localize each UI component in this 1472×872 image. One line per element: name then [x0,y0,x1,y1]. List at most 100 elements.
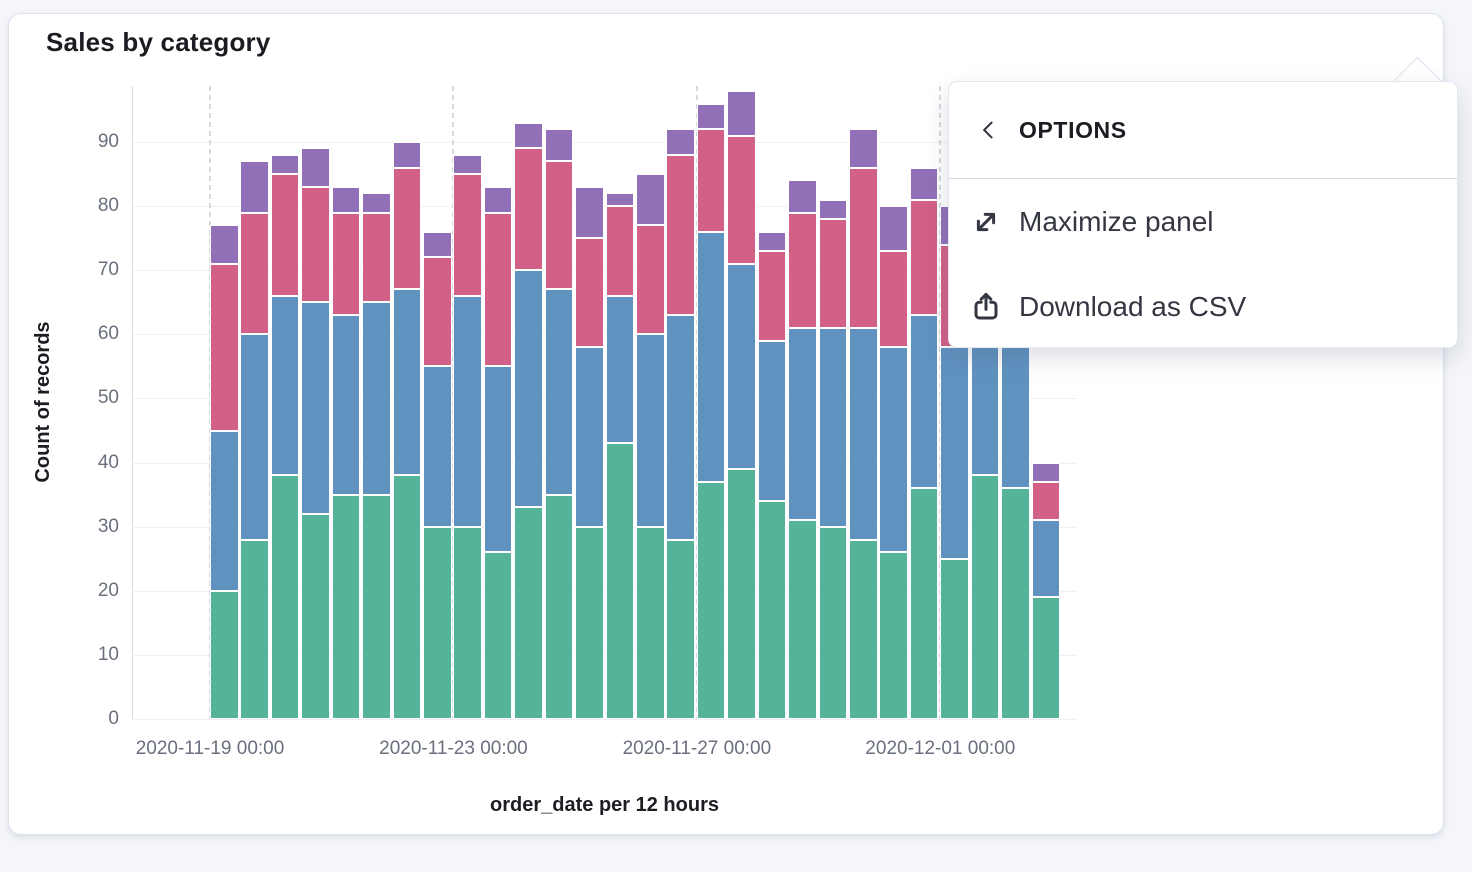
bar-segment-pink-series[interactable] [544,161,574,290]
bar-segment-purple-series[interactable] [818,199,848,219]
bar-segment-purple-series[interactable] [757,231,787,251]
bar-segment-blue-series[interactable] [362,302,391,495]
bar-segment-blue-series[interactable] [575,347,604,527]
bar-segment-pink-series[interactable] [757,251,787,341]
bar-segment-green-series[interactable] [514,507,543,719]
bar-segment-pink-series[interactable] [453,174,482,296]
bar-segment-purple-series[interactable] [696,103,726,130]
bar-segment-green-series[interactable] [240,539,269,719]
bar-segment-blue-series[interactable] [636,334,665,527]
bar-segment-purple-series[interactable] [879,206,908,251]
bar-segment-blue-series[interactable] [544,289,574,495]
bar-segment-blue-series[interactable] [1031,520,1061,598]
bar-segment-purple-series[interactable] [727,90,756,136]
bar-segment-pink-series[interactable] [696,129,726,232]
bar-segment-pink-series[interactable] [727,135,756,264]
bar-segment-blue-series[interactable] [757,340,787,502]
bar-segment-blue-series[interactable] [940,347,969,559]
bar-segment-pink-series[interactable] [210,263,239,431]
bar-segment-purple-series[interactable] [636,174,665,226]
bar-segment-green-series[interactable] [818,526,848,719]
bar-segment-purple-series[interactable] [270,154,300,175]
bar-segment-green-series[interactable] [636,526,665,719]
bar-segment-blue-series[interactable] [210,430,239,591]
bar-segment-blue-series[interactable] [301,302,330,514]
bar-segment-blue-series[interactable] [1001,334,1030,489]
bar-segment-blue-series[interactable] [909,315,939,489]
bar-segment-green-series[interactable] [666,539,695,719]
bar-segment-purple-series[interactable] [453,154,482,175]
chevron-left-icon[interactable] [977,119,999,141]
bar-segment-purple-series[interactable] [240,161,269,213]
bar-segment-green-series[interactable] [1031,597,1061,719]
bar-segment-pink-series[interactable] [636,225,665,335]
menu-item-maximize-panel[interactable]: Maximize panel [949,179,1457,264]
bar-segment-pink-series[interactable] [605,206,635,296]
bar-segment-blue-series[interactable] [788,327,817,521]
bar-segment-pink-series[interactable] [849,167,878,328]
bar-segment-green-series[interactable] [423,526,452,719]
bar-segment-purple-series[interactable] [514,122,543,149]
bar-segment-purple-series[interactable] [423,231,452,258]
bar-segment-blue-series[interactable] [392,289,422,476]
bar-segment-blue-series[interactable] [270,295,300,476]
bar-segment-green-series[interactable] [483,552,513,719]
bar-segment-green-series[interactable] [605,443,635,719]
bar-segment-pink-series[interactable] [879,251,908,348]
bar-segment-pink-series[interactable] [909,199,939,316]
bar-segment-pink-series[interactable] [331,212,361,316]
bar-segment-pink-series[interactable] [483,212,513,367]
bar-segment-purple-series[interactable] [483,186,513,213]
bar-segment-blue-series[interactable] [605,295,635,444]
bar-segment-blue-series[interactable] [240,334,269,540]
bar-segment-blue-series[interactable] [423,366,452,527]
bar-segment-blue-series[interactable] [727,263,756,469]
bar-segment-green-series[interactable] [879,552,908,719]
bar-segment-pink-series[interactable] [392,167,422,290]
bar-segment-pink-series[interactable] [575,238,604,348]
bar-segment-pink-series[interactable] [666,154,695,316]
bar-segment-pink-series[interactable] [818,218,848,328]
bar-segment-pink-series[interactable] [788,212,817,328]
bar-segment-purple-series[interactable] [909,167,939,200]
bar-segment-blue-series[interactable] [818,327,848,527]
bar-segment-green-series[interactable] [575,526,604,719]
bar-segment-green-series[interactable] [757,501,787,719]
bar-segment-pink-series[interactable] [240,212,269,335]
bar-segment-blue-series[interactable] [514,270,543,508]
bar-segment-pink-series[interactable] [1031,481,1061,521]
bar-segment-purple-series[interactable] [1031,462,1061,482]
bar-segment-purple-series[interactable] [301,148,330,187]
bar-segment-purple-series[interactable] [544,129,574,162]
bar-segment-purple-series[interactable] [788,180,817,213]
menu-item-download-csv[interactable]: Download as CSV [949,264,1457,349]
bar-segment-purple-series[interactable] [331,186,361,213]
bar-segment-pink-series[interactable] [362,212,391,303]
bar-segment-green-series[interactable] [940,558,969,719]
bar-segment-green-series[interactable] [544,494,574,719]
bar-segment-pink-series[interactable] [270,174,300,296]
bar-segment-blue-series[interactable] [879,347,908,553]
bar-segment-green-series[interactable] [727,468,756,719]
bar-segment-purple-series[interactable] [849,129,878,168]
bar-segment-green-series[interactable] [970,475,1000,719]
bar-segment-blue-series[interactable] [483,366,513,553]
bar-segment-purple-series[interactable] [210,225,239,264]
bar-segment-green-series[interactable] [909,488,939,719]
bar-segment-blue-series[interactable] [666,315,695,540]
bar-segment-blue-series[interactable] [849,327,878,540]
bar-segment-green-series[interactable] [696,481,726,719]
bar-segment-green-series[interactable] [1001,488,1030,719]
bar-segment-green-series[interactable] [362,494,391,719]
bar-segment-pink-series[interactable] [301,186,330,303]
bar-segment-purple-series[interactable] [575,186,604,239]
bar-segment-blue-series[interactable] [696,231,726,482]
bar-segment-pink-series[interactable] [514,148,543,271]
bar-segment-blue-series[interactable] [331,315,361,495]
bar-segment-green-series[interactable] [392,475,422,719]
bar-segment-green-series[interactable] [788,520,817,719]
bar-segment-green-series[interactable] [849,539,878,719]
bar-segment-purple-series[interactable] [666,129,695,155]
bar-segment-purple-series[interactable] [605,193,635,207]
bar-segment-green-series[interactable] [270,475,300,719]
